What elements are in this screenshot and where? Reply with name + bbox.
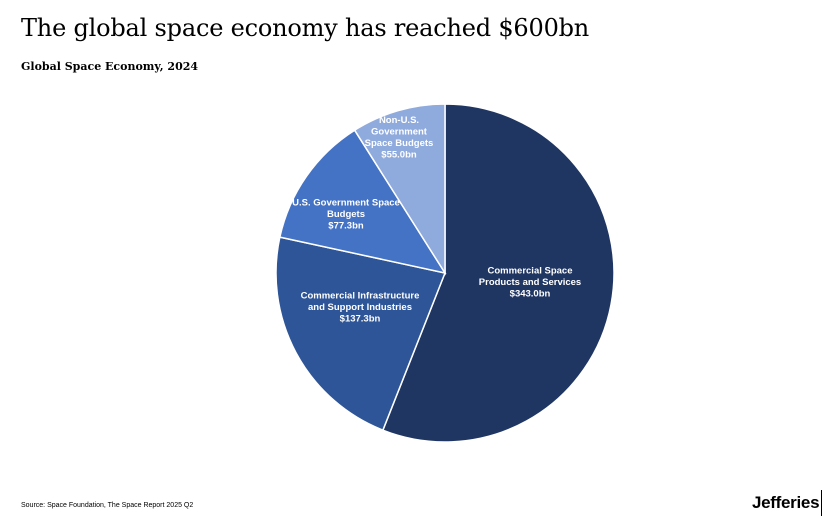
slice-category-label: U.S. Government Space bbox=[292, 198, 400, 209]
slice-category-label: Government bbox=[371, 126, 428, 137]
slice-label-non-us-government: Non-U.S. Government Space Budgets $55.0bn bbox=[365, 115, 434, 161]
pie-slice-us-government bbox=[278, 129, 447, 275]
pie-slice-commercial-products bbox=[381, 103, 615, 443]
pie-slice-non-us-government bbox=[353, 103, 446, 276]
slice-value-label: $343.0bn bbox=[510, 289, 551, 300]
slice-category-label: Commercial Space bbox=[487, 266, 572, 277]
source-note: Source: Space Foundation, The Space Repo… bbox=[21, 502, 194, 509]
pie-slices bbox=[275, 103, 615, 443]
slice-category-label: Non-U.S. bbox=[379, 115, 419, 126]
slice-label-commercial-products: Commercial Space Products and Services $34… bbox=[479, 266, 581, 300]
slice-value-label: $55.0bn bbox=[381, 149, 417, 160]
pie-labels: Commercial Space Products and Services $34… bbox=[292, 115, 581, 325]
slice-label-commercial-infrastructure: Commercial Infrastructure and Support Ind… bbox=[301, 291, 420, 325]
slice-category-label: Space Budgets bbox=[365, 138, 434, 149]
page-title: The global space economy has reached $60… bbox=[21, 14, 590, 42]
chart-subtitle: Global Space Economy, 2024 bbox=[21, 60, 199, 73]
slice-category-label: Commercial Infrastructure bbox=[301, 291, 420, 302]
pie-slice-commercial-infrastructure bbox=[275, 236, 447, 432]
brand-logo: Jefferies bbox=[752, 493, 820, 512]
slice-category-label: and Support Industries bbox=[308, 302, 412, 313]
slice-category-label: Products and Services bbox=[479, 277, 581, 288]
logo-divider bbox=[821, 490, 822, 516]
slice-value-label: $137.3bn bbox=[340, 314, 381, 325]
slice-category-label: Budgets bbox=[327, 209, 365, 220]
slice-label-us-government: U.S. Government Space Budgets $77.3bn bbox=[292, 198, 400, 232]
slice-value-label: $77.3bn bbox=[328, 221, 364, 232]
